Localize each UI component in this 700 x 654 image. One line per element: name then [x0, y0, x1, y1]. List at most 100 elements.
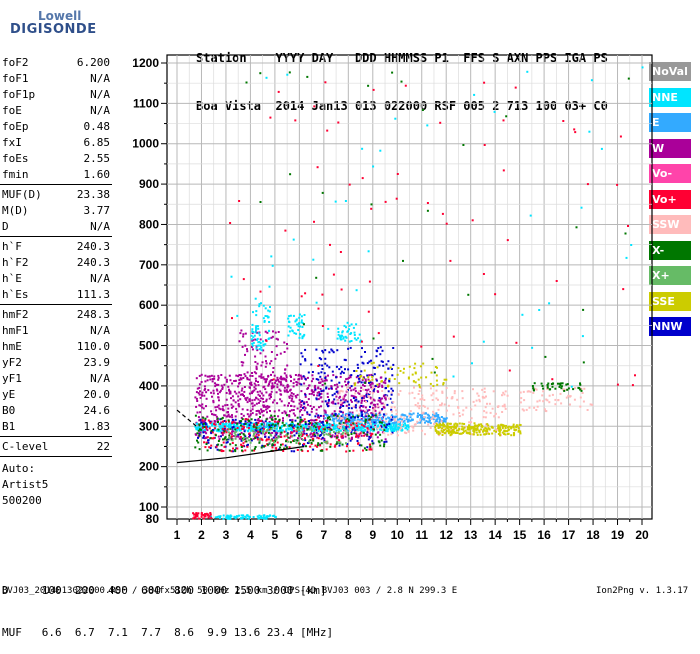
echo-point-nne — [312, 258, 315, 261]
echo-point-nnw — [390, 387, 393, 390]
echo-point-vo — [223, 438, 226, 441]
echo-point-nne — [373, 422, 376, 425]
echo-point-w — [276, 353, 279, 356]
echo-point-nne — [244, 515, 247, 518]
echo-point-nne — [207, 425, 210, 428]
echo-point-w — [237, 375, 240, 378]
echo-point-w — [231, 414, 233, 417]
echo-point-nne — [353, 337, 356, 340]
echo-point-nnw — [342, 371, 345, 374]
echo-point-nne — [372, 165, 375, 168]
echo-point-e — [349, 412, 352, 415]
echo-point-nnw — [244, 435, 247, 438]
echo-point-vo — [502, 169, 505, 172]
echo-point-sse — [434, 426, 437, 429]
echo-point-e — [421, 414, 423, 417]
echo-point-nne — [580, 206, 583, 209]
echo-point-x — [260, 423, 263, 426]
echo-point-w — [267, 375, 270, 378]
echo-point-w — [293, 378, 296, 381]
echo-point-x — [268, 441, 271, 444]
echo-point-nne — [367, 250, 370, 253]
echo-point-nne — [298, 316, 301, 319]
echo-point-sse — [473, 428, 475, 431]
echo-point-nne — [262, 429, 265, 432]
echo-point-w — [377, 399, 380, 402]
echo-point-nne — [353, 331, 356, 334]
echo-point-e — [409, 413, 412, 416]
echo-point-nne — [255, 314, 258, 317]
echo-point-ssw — [485, 423, 488, 426]
echo-point-vo — [211, 431, 214, 434]
echo-point-sse — [510, 426, 513, 429]
echo-point-e — [324, 417, 327, 420]
echo-point-e — [332, 417, 335, 420]
echo-point-sse — [499, 427, 502, 430]
echo-point-ssw — [502, 391, 505, 394]
echo-point-nne — [245, 517, 248, 520]
echo-point-sse — [468, 428, 471, 431]
echo-point-x — [563, 389, 566, 392]
echo-point-nnw — [350, 407, 353, 410]
echo-point-e — [381, 417, 384, 420]
echo-point-nnw — [284, 444, 287, 447]
echo-point-w — [295, 383, 298, 386]
echo-point-ssw — [341, 417, 344, 420]
echo-point-w — [262, 394, 265, 397]
echo-point-w — [318, 391, 321, 394]
echo-point-w — [305, 401, 308, 404]
echo-point-nnw — [356, 440, 359, 442]
echo-point-e — [336, 419, 339, 422]
echo-point-nne — [337, 327, 340, 330]
echo-point-nne — [295, 426, 298, 428]
echo-point-w — [199, 431, 202, 434]
echo-point-nne — [301, 425, 304, 428]
echo-point-x — [342, 431, 345, 434]
echo-point-w — [306, 376, 309, 379]
echo-point-x — [561, 382, 564, 385]
echo-point-nnw — [321, 421, 324, 424]
echo-point-nne — [347, 330, 350, 333]
echo-point-vo — [231, 422, 234, 425]
echo-point-ssw — [346, 386, 348, 389]
echo-point-ssw — [424, 433, 426, 436]
echo-point-w — [283, 386, 286, 389]
echo-point-w — [264, 405, 267, 408]
echo-point-w — [207, 389, 210, 392]
echo-point-e — [340, 421, 342, 424]
echo-point-ssw — [456, 398, 459, 401]
echo-point-ssw — [520, 397, 523, 400]
echo-point-vo — [355, 435, 358, 438]
echo-point-x — [370, 416, 373, 419]
echo-point-sse — [517, 430, 520, 433]
echo-point-e — [326, 414, 328, 417]
echo-point-e — [360, 412, 363, 415]
echo-point-nnw — [301, 400, 304, 403]
echo-point-vo — [514, 86, 517, 89]
echo-point-nne — [334, 200, 337, 203]
echo-point-nnw — [320, 371, 323, 374]
echo-point-nnw — [341, 370, 344, 373]
echo-point-w — [312, 394, 315, 397]
hf2-trace — [176, 445, 305, 464]
echo-point-x — [306, 428, 309, 431]
echo-point-sse — [435, 379, 438, 382]
echo-point-nne — [257, 428, 260, 431]
echo-point-w — [337, 392, 340, 395]
echo-point-ssw — [427, 423, 430, 426]
echo-point-nne — [452, 375, 455, 378]
echo-point-vo — [361, 177, 364, 180]
echo-point-w — [243, 386, 246, 388]
echo-point-vo — [306, 450, 309, 453]
echo-point-vo — [368, 448, 371, 451]
echo-point-nne — [319, 428, 322, 431]
echo-point-vo — [207, 516, 210, 519]
echo-point-w — [234, 415, 237, 418]
echo-point-x — [298, 434, 300, 437]
echo-point-x — [265, 418, 268, 421]
echo-point-nne — [232, 423, 235, 426]
echo-point-nne — [295, 332, 298, 335]
echo-point-nne — [407, 426, 410, 429]
param-name: D — [2, 220, 9, 233]
echo-point-nne — [228, 424, 231, 427]
